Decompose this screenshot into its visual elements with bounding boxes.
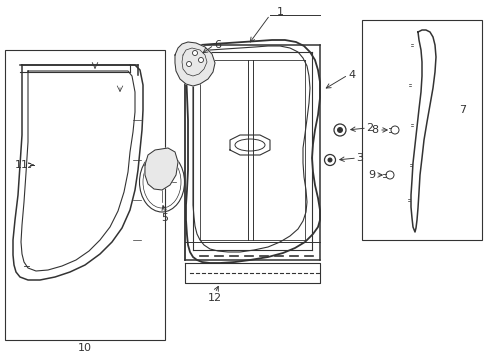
Text: 12: 12 — [208, 293, 222, 303]
Text: 8: 8 — [371, 125, 379, 135]
Circle shape — [193, 50, 197, 55]
Circle shape — [337, 127, 343, 133]
Circle shape — [187, 62, 192, 67]
Text: 7: 7 — [460, 105, 466, 115]
Text: 6: 6 — [215, 40, 221, 50]
Text: 10: 10 — [78, 343, 92, 353]
Text: 3: 3 — [357, 153, 364, 163]
Text: 1: 1 — [276, 7, 284, 17]
Text: 11: 11 — [15, 160, 29, 170]
Text: 9: 9 — [368, 170, 375, 180]
Circle shape — [327, 158, 333, 162]
Polygon shape — [145, 148, 178, 190]
Bar — [362, 20, 482, 240]
Bar — [5, 50, 165, 340]
Text: 2: 2 — [367, 123, 373, 133]
Polygon shape — [175, 42, 215, 86]
Text: 4: 4 — [348, 70, 356, 80]
Circle shape — [198, 58, 203, 63]
Text: 5: 5 — [162, 213, 169, 223]
